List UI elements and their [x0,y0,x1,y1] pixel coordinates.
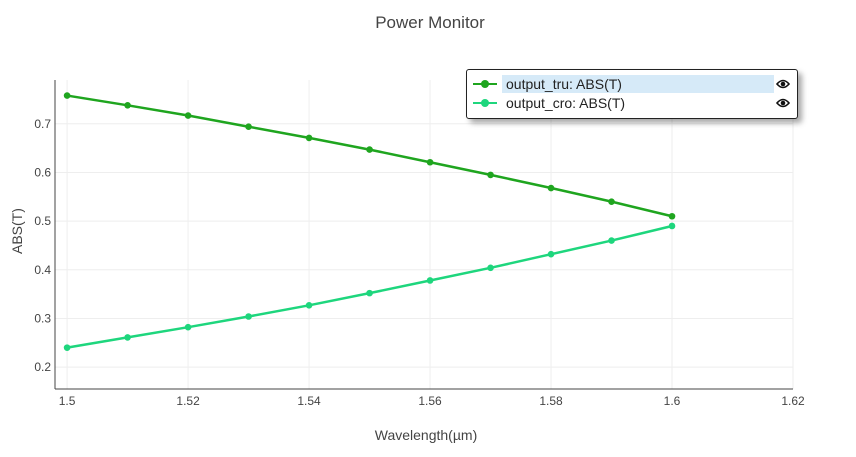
x-tick-label: 1.54 [297,394,321,408]
y-tick-label: 0.5 [34,214,51,228]
data-point [547,250,555,258]
data-point [426,277,434,284]
legend-item-output-tru[interactable]: output_tru: ABS(T) [467,74,797,94]
data-point [184,112,192,119]
x-tick-label: 1.5 [59,394,76,408]
x-tick-label: 1.52 [176,394,200,408]
legend-swatch-output-tru [473,80,497,88]
data-point [547,184,555,192]
data-point [608,198,615,205]
data-point [668,212,676,220]
data-point [668,222,676,230]
legend-label-output-tru: output_tru: ABS(T) [502,75,774,93]
x-tick-label: 1.58 [539,394,563,408]
data-point [305,134,313,142]
legend-item-output-cro[interactable]: output_cro: ABS(T) [467,93,797,113]
x-axis-title: Wavelength(µm) [374,427,478,443]
data-point [63,92,71,99]
data-point [426,158,434,166]
data-point [608,237,615,244]
legend-swatch-output-cro [473,99,497,107]
y-tick-label: 0.6 [34,165,51,179]
data-point [366,146,373,153]
grid-layer [55,80,794,389]
data-point [487,264,494,272]
y-axis-title: ABS(T) [9,208,25,254]
data-point [124,102,131,109]
axes-layer [54,80,793,390]
tick-layer: 1.5 1.52 1.54 1.56 1.58 1.6 1.62 0.2 0.3 0.4 0.5 0.… [34,117,805,408]
x-tick-label: 1.6 [664,394,681,408]
eye-icon[interactable] [776,96,790,110]
series-line-1 [66,224,673,349]
x-tick-label: 1.62 [781,394,805,408]
y-tick-label: 0.2 [34,360,51,374]
data-point [124,334,131,341]
chart-title: Power Monitor [375,13,485,32]
eye-icon[interactable] [776,77,790,91]
series-layer [63,92,676,351]
legend-label-output-cro: output_cro: ABS(T) [506,95,626,111]
data-point [487,171,494,179]
data-point [366,289,373,297]
data-point [245,123,252,131]
y-tick-label: 0.3 [34,311,51,325]
y-tick-label: 0.4 [34,263,51,277]
legend: output_tru: ABS(T) output_cro: ABS(T) [466,69,798,119]
y-tick-label: 0.7 [34,117,51,131]
data-point [245,313,252,320]
data-point [184,323,192,331]
x-tick-label: 1.56 [418,394,442,408]
data-point [305,302,313,309]
data-point [63,344,71,351]
